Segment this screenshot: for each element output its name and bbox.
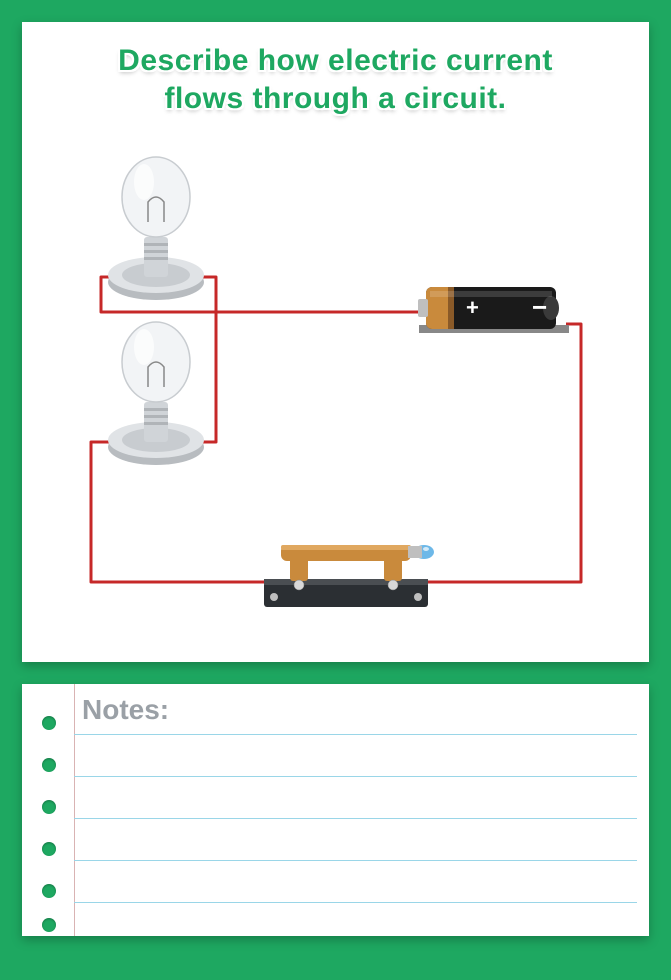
circuit-diagram: + − <box>46 127 625 627</box>
notes-hole-icon <box>42 842 56 856</box>
battery: + − <box>418 287 569 333</box>
notes-rule-line <box>74 902 637 903</box>
notes-rule-line <box>74 776 637 777</box>
lightbulb-2 <box>108 322 204 465</box>
worksheet-frame: Describe how electric current flows thro… <box>0 0 671 980</box>
lightbulb-1 <box>108 157 204 300</box>
notes-rule-line <box>74 860 637 861</box>
notes-hole-icon <box>42 758 56 772</box>
notes-hole-icon <box>42 716 56 730</box>
title-line-1: Describe how electric current <box>118 44 553 77</box>
switch <box>264 545 434 607</box>
notes-hole-icon <box>42 800 56 814</box>
notes-rule-line <box>74 734 637 735</box>
notes-card: Notes: <box>22 684 649 936</box>
diagram-card: Describe how electric current flows thro… <box>22 22 649 662</box>
notes-hole-icon <box>42 918 56 932</box>
notes-label: Notes: <box>82 694 169 726</box>
battery-plus-icon: + <box>466 295 479 320</box>
worksheet-title: Describe how electric current flows thro… <box>46 42 625 117</box>
notes-margin-line <box>74 684 75 936</box>
circuit-svg: + − <box>46 127 626 627</box>
title-line-2: flows through a circuit. <box>164 82 506 115</box>
notes-hole-icon <box>42 884 56 898</box>
notes-rule-line <box>74 818 637 819</box>
